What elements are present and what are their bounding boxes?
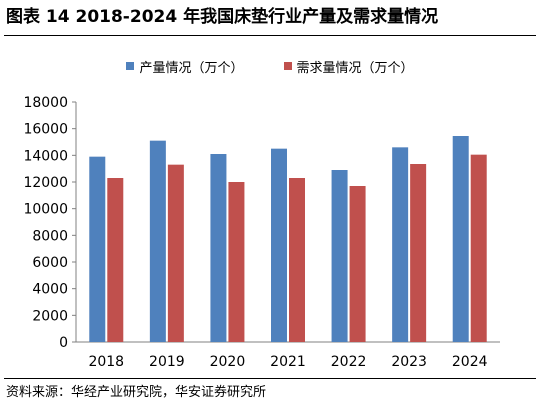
bar-production <box>452 136 469 342</box>
legend-swatch-production <box>126 62 135 70</box>
x-tick-label: 2023 <box>391 354 427 370</box>
bar-demand <box>228 182 245 342</box>
bar-demand <box>349 186 366 342</box>
bar-production <box>89 156 106 342</box>
x-tick-label: 2024 <box>452 354 488 370</box>
legend-item-production: 产量情况（万个） <box>126 56 244 76</box>
legend-item-demand: 需求量情况（万个） <box>283 56 414 76</box>
bar-demand <box>410 164 427 342</box>
y-tick-label: 8000 <box>32 228 68 244</box>
bar-production <box>392 147 409 342</box>
bar-production <box>331 170 348 342</box>
source-note: 资料来源：华经产业研究院，华安证券研究所 <box>6 385 267 400</box>
bar-production <box>271 148 287 342</box>
bar-demand <box>289 178 305 342</box>
y-tick-label: 16000 <box>23 122 68 138</box>
x-tick-label: 2019 <box>149 354 185 370</box>
x-tick-label: 2021 <box>270 354 306 370</box>
bar-demand <box>167 164 184 342</box>
y-tick-label: 18000 <box>23 95 68 111</box>
chart-title: 图表 14 2018-2024 年我国床垫行业产量及需求量情况 <box>6 7 439 27</box>
x-tick-label: 2020 <box>210 354 246 370</box>
y-tick-label: 6000 <box>32 255 68 271</box>
bar-demand <box>107 178 124 342</box>
bar-chart: 0 2000 4000 6000 8000 10000 12000 14000 16000 180… <box>23 95 500 370</box>
y-tick-label: 0 <box>59 335 68 351</box>
title-divider <box>4 35 536 36</box>
y-tick-label: 10000 <box>23 202 68 218</box>
y-tick-label: 2000 <box>32 308 68 324</box>
legend-label-production: 产量情况（万个） <box>139 60 244 76</box>
y-tick-label: 14000 <box>23 148 68 164</box>
y-tick-label: 12000 <box>23 175 68 191</box>
bar-demand <box>470 154 487 342</box>
x-tick-label: 2022 <box>331 354 367 370</box>
legend-label-demand: 需求量情况（万个） <box>296 60 414 76</box>
legend-swatch-demand <box>283 62 292 70</box>
x-tick-label: 2018 <box>88 354 124 370</box>
chart-legend: 产量情况（万个） 需求量情况（万个） <box>0 56 540 76</box>
bar-production <box>210 154 227 342</box>
bar-production <box>149 140 166 342</box>
footer-divider <box>4 378 536 379</box>
y-tick-label: 4000 <box>32 282 68 298</box>
